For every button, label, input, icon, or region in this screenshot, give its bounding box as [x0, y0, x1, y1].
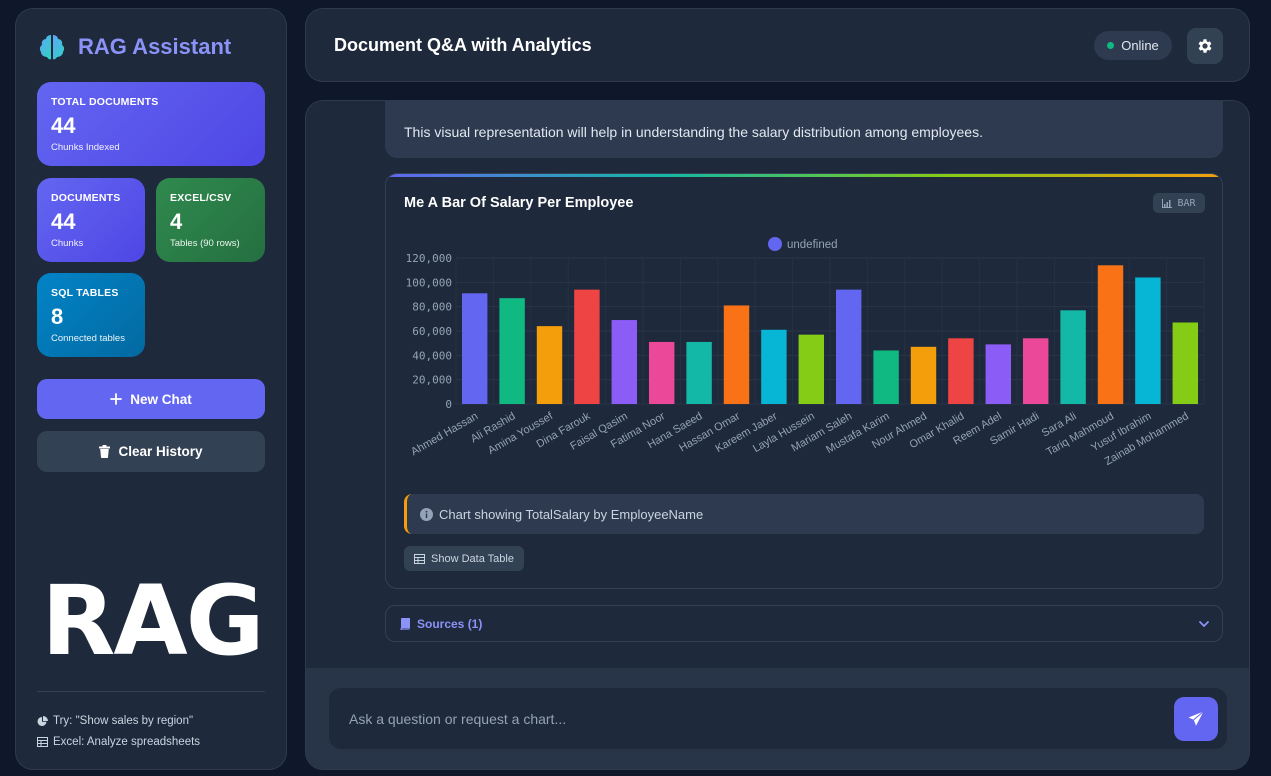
chart-accent-line [386, 174, 1222, 177]
chart-caption: Chart showing TotalSalary by EmployeeNam… [404, 494, 1204, 534]
caption-text: Chart showing TotalSalary by EmployeeNam… [439, 506, 704, 522]
chart-card: Me A Bar Of Salary Per Employee BAR unde… [385, 173, 1223, 589]
bar[interactable] [648, 341, 675, 404]
sources-label-wrap: Sources (1) [400, 617, 482, 631]
stat-sub: Connected tables [51, 333, 125, 344]
bar[interactable] [1022, 338, 1049, 404]
status-label: Online [1121, 38, 1159, 53]
rag-logo: RAG [41, 565, 264, 677]
message-text: This visual representation will help in … [404, 124, 983, 140]
brain-icon [39, 35, 65, 60]
salary-bar-chart: undefined 0 20,000 40,000 60,000 80,000 100,00… [406, 237, 1205, 468]
bar[interactable] [1060, 310, 1086, 404]
bar[interactable] [910, 346, 937, 404]
book-icon [400, 618, 410, 630]
bar[interactable] [835, 289, 862, 404]
tip-text: Excel: Analyze spreadsheets [53, 736, 201, 748]
y-tick-label: 40,000 [412, 349, 452, 362]
composer [329, 688, 1227, 749]
brand: RAG Assistant [36, 31, 231, 63]
stat-total-documents: TOTAL DOCUMENTS 44 Chunks Indexed [37, 82, 265, 166]
pie-chart-icon [37, 715, 48, 726]
bar[interactable] [1135, 277, 1161, 404]
plus-icon [110, 393, 123, 405]
stat-label: TOTAL DOCUMENTS [51, 96, 159, 108]
new-chat-label: New Chat [130, 391, 192, 407]
chat-panel: This visual representation will help in … [305, 100, 1250, 770]
sidebar-divider [37, 691, 265, 692]
status-badge: Online [1094, 31, 1172, 60]
send-button[interactable] [1174, 697, 1218, 741]
show-data-table-label: Show Data Table [431, 552, 514, 565]
legend-swatch [768, 237, 782, 251]
sidebar: RAG Assistant TOTAL DOCUMENTS 44 Chunks … [15, 8, 287, 770]
y-tick-label: 60,000 [412, 325, 452, 338]
table-icon [414, 553, 426, 564]
trash-icon [99, 445, 111, 458]
clear-history-button[interactable]: Clear History [37, 431, 265, 472]
bar[interactable] [723, 305, 750, 404]
stat-sub: Chunks Indexed [51, 142, 120, 153]
header: Document Q&A with Analytics Online [305, 8, 1250, 82]
stat-label: SQL TABLES [51, 287, 119, 299]
stat-label: EXCEL/CSV [170, 192, 232, 204]
gear-icon [1198, 39, 1212, 53]
bar[interactable] [1097, 265, 1124, 404]
settings-button[interactable] [1187, 28, 1223, 64]
stat-sub: Chunks [51, 238, 84, 249]
chart-title: Me A Bar Of Salary Per Employee [404, 195, 634, 211]
show-data-table-button[interactable]: Show Data Table [404, 546, 524, 571]
info-icon [420, 507, 433, 521]
y-tick-label: 80,000 [412, 301, 452, 314]
send-icon [1188, 711, 1204, 726]
clear-history-label: Clear History [118, 444, 203, 459]
bar[interactable] [574, 289, 600, 404]
table-icon [37, 737, 48, 747]
stat-value: 4 [170, 209, 183, 234]
bar[interactable] [686, 341, 712, 404]
y-tick-label: 20,000 [412, 374, 452, 387]
bar[interactable] [1172, 322, 1199, 404]
stat-value: 8 [51, 304, 64, 329]
tip-excel: Excel: Analyze spreadsheets [37, 736, 200, 748]
chart-type-badge: BAR [1153, 193, 1205, 213]
stat-sub: Tables (90 rows) [170, 238, 240, 249]
stat-value: 44 [51, 113, 76, 138]
chart-type-label: BAR [1177, 197, 1196, 209]
message-input[interactable] [329, 688, 1159, 749]
tip-text: Try: "Show sales by region" [53, 715, 194, 727]
assistant-message: This visual representation will help in … [385, 101, 1223, 158]
bar[interactable] [461, 293, 488, 404]
chevron-down-icon [1199, 621, 1209, 627]
sources-label: Sources (1) [417, 617, 483, 631]
legend-label: undefined [787, 239, 838, 251]
page-title: Document Q&A with Analytics [334, 35, 592, 55]
bar[interactable] [798, 334, 825, 404]
stat-value: 44 [51, 209, 76, 234]
sources-accordion[interactable]: Sources (1) [385, 605, 1223, 642]
bar[interactable] [873, 350, 899, 404]
y-tick-label: 0 [445, 398, 452, 411]
brand-title: RAG Assistant [78, 34, 232, 59]
bar[interactable] [948, 338, 974, 404]
new-chat-button[interactable]: New Chat [37, 379, 265, 419]
y-tick-label: 100,000 [406, 276, 452, 289]
stat-sql-tables: SQL TABLES 8 Connected tables [37, 273, 145, 357]
bar[interactable] [536, 326, 563, 404]
tip-sales: Try: "Show sales by region" [37, 715, 193, 727]
status-dot [1107, 42, 1115, 49]
y-tick-label: 120,000 [406, 252, 452, 265]
bar[interactable] [985, 344, 1012, 404]
stat-excel-csv: EXCEL/CSV 4 Tables (90 rows) [156, 178, 265, 262]
stat-documents: DOCUMENTS 44 Chunks [37, 178, 145, 262]
stat-label: DOCUMENTS [51, 192, 121, 204]
bar-chart-icon [1162, 198, 1173, 208]
bar[interactable] [761, 329, 787, 404]
bar[interactable] [499, 298, 525, 404]
bar[interactable] [611, 320, 638, 404]
